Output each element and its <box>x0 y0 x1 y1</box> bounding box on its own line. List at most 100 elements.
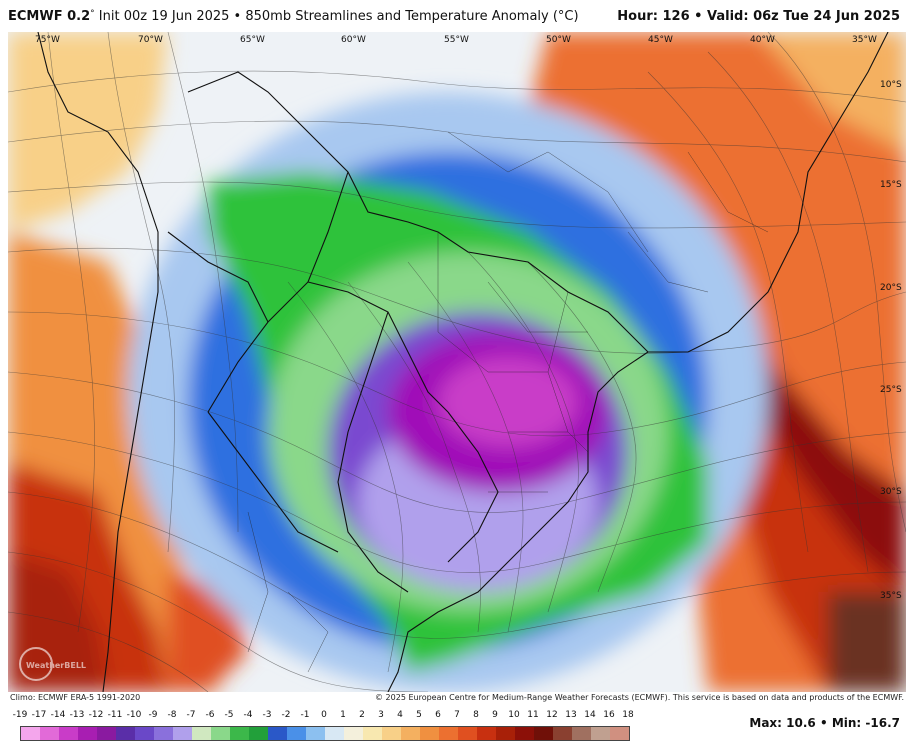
product-name: 850mb Streamlines and Temperature Anomal… <box>245 9 579 24</box>
lon-label: 45°W <box>648 35 673 45</box>
header-bar: ECMWF 0.2° Init 00z 19 Jun 2025 • 850mb … <box>0 0 914 32</box>
legend-swatch <box>477 727 496 740</box>
lon-label: 70°W <box>138 35 163 45</box>
legend-label: 14 <box>584 710 596 720</box>
legend-label: 4 <box>397 710 403 720</box>
legend-swatch <box>211 727 230 740</box>
legend-swatch <box>363 727 382 740</box>
legend-label: 5 <box>416 710 422 720</box>
lat-label: 35°S <box>880 591 902 601</box>
legend-label: 1 <box>340 710 346 720</box>
lat-label: 20°S <box>880 283 902 293</box>
weatherbell-logo: WeatherBELL <box>19 647 86 681</box>
legend-label: -14 <box>50 710 66 720</box>
legend-swatch <box>287 727 306 740</box>
footer: Climo: ECMWF ERA-5 1991-2020 © 2025 Euro… <box>8 692 906 704</box>
legend-label: 16 <box>603 710 615 720</box>
degree-mark: ° <box>90 9 95 19</box>
anomaly-field <box>8 32 906 692</box>
latitude-labels: 10°S 15°S 20°S 25°S 30°S 35°S <box>880 80 902 601</box>
legend-label: -6 <box>205 710 215 720</box>
lon-label: 60°W <box>341 35 366 45</box>
legend-swatch <box>534 727 553 740</box>
legend-label: -10 <box>126 710 142 720</box>
legend-swatch <box>553 727 572 740</box>
legend-swatch <box>230 727 249 740</box>
lon-label: 75°W <box>35 35 60 45</box>
legend-swatch <box>40 727 59 740</box>
legend-swatch <box>135 727 154 740</box>
longitude-labels: 75°W 70°W 65°W 60°W 55°W 50°W 45°W 40°W … <box>35 35 877 45</box>
legend-swatch <box>458 727 477 740</box>
legend-label: -19 <box>12 710 28 720</box>
valid-time-block: Hour: 126 • Valid: 06z Tue 24 Jun 2025 <box>617 9 900 24</box>
legend-label: 7 <box>454 710 460 720</box>
max-min-readout: Max: 10.6 • Min: -16.7 <box>749 716 900 730</box>
maxmin-bullet: • <box>819 716 828 730</box>
lat-label: 30°S <box>880 487 902 497</box>
legend-swatch <box>591 727 610 740</box>
lat-label: 15°S <box>880 180 902 190</box>
legend-label: 18 <box>622 710 634 720</box>
max-value: 10.6 <box>786 716 816 730</box>
forecast-map[interactable]: 75°W 70°W 65°W 60°W 55°W 50°W 45°W 40°W … <box>8 32 906 692</box>
state-borders <box>247 131 769 673</box>
legend-label: -4 <box>243 710 253 720</box>
legend-label: -1 <box>300 710 310 720</box>
legend-swatch <box>173 727 192 740</box>
legend-swatch <box>610 727 629 740</box>
lat-label: 10°S <box>880 80 902 90</box>
legend-label: 3 <box>378 710 384 720</box>
title-bullet: • <box>233 9 242 24</box>
legend-swatch <box>268 727 287 740</box>
legend-label: -8 <box>167 710 177 720</box>
lon-label: 65°W <box>240 35 265 45</box>
legend-label: -3 <box>262 710 272 720</box>
chart-title: ECMWF 0.2° Init 00z 19 Jun 2025 • 850mb … <box>8 9 579 24</box>
valid-label: Valid: <box>707 9 749 24</box>
legend-swatch <box>515 727 534 740</box>
legend-label: 10 <box>508 710 520 720</box>
legend-label: -17 <box>31 710 47 720</box>
legend-swatch <box>116 727 135 740</box>
legend-swatch <box>420 727 439 740</box>
legend-swatch <box>496 727 515 740</box>
valid-value: 06z Tue 24 Jun 2025 <box>753 9 900 24</box>
legend-swatch <box>344 727 363 740</box>
init-time: Init 00z 19 Jun 2025 <box>98 9 230 24</box>
legend-swatch <box>154 727 173 740</box>
climo-note: Climo: ECMWF ERA-5 1991-2020 <box>10 693 141 702</box>
coastlines <box>37 32 889 692</box>
hour-label: Hour: <box>617 9 658 24</box>
legend-swatch <box>401 727 420 740</box>
copyright-note: © 2025 European Centre for Medium-Range … <box>375 693 904 702</box>
watermark-text: WeatherBELL <box>26 661 86 670</box>
legend-label: 6 <box>435 710 441 720</box>
legend-swatch <box>78 727 97 740</box>
legend-label: -13 <box>69 710 85 720</box>
legend-label: -2 <box>281 710 291 720</box>
legend-label: 9 <box>492 710 498 720</box>
legend-label: -5 <box>224 710 234 720</box>
map-canvas: 75°W 70°W 65°W 60°W 55°W 50°W 45°W 40°W … <box>8 32 906 692</box>
legend-swatch <box>21 727 40 740</box>
legend-label: 13 <box>565 710 577 720</box>
legend-swatch <box>249 727 268 740</box>
legend-swatch <box>439 727 458 740</box>
max-label: Max: <box>749 716 782 730</box>
legend-swatch <box>97 727 116 740</box>
title-bullet-2: • <box>694 9 703 24</box>
color-legend: -19 -17 -14 -13 -12 -11 -10 -9 -8 -7 -6 -5 -4 -3 -2 -1 0… <box>8 706 908 750</box>
legend-label: 2 <box>359 710 365 720</box>
model-name: ECMWF 0.2 <box>8 9 91 24</box>
min-value: -16.7 <box>865 716 900 730</box>
legend-swatch <box>572 727 591 740</box>
min-label: Min: <box>831 716 862 730</box>
lon-label: 40°W <box>750 35 775 45</box>
lat-label: 25°S <box>880 385 902 395</box>
legend-swatch <box>306 727 325 740</box>
legend-label: -12 <box>88 710 104 720</box>
legend-label: -11 <box>107 710 123 720</box>
legend-label: 8 <box>473 710 479 720</box>
lon-label: 55°W <box>444 35 469 45</box>
